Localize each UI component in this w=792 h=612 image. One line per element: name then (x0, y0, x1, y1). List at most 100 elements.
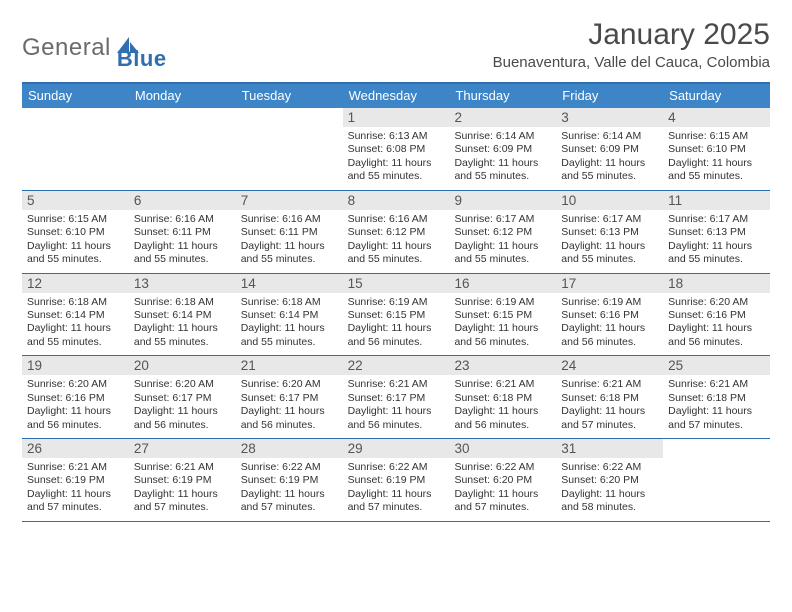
day-number: 25 (663, 356, 770, 375)
weekday-header: Friday (556, 84, 663, 108)
month-title: January 2025 (493, 18, 770, 52)
daylight-line: Daylight: 11 hours and 56 minutes. (348, 322, 432, 347)
day-details: Sunrise: 6:21 AMSunset: 6:18 PMDaylight:… (561, 378, 658, 432)
sunset-line: Sunset: 6:19 PM (27, 474, 105, 486)
day-number: 27 (129, 439, 236, 458)
daylight-line: Daylight: 11 hours and 56 minutes. (668, 322, 752, 347)
day-details: Sunrise: 6:14 AMSunset: 6:09 PMDaylight:… (561, 130, 658, 184)
day-number: 2 (449, 108, 556, 127)
day-number: 24 (556, 356, 663, 375)
day-number: 22 (343, 356, 450, 375)
day-number: 5 (22, 191, 129, 210)
weekday-header: Monday (129, 84, 236, 108)
calendar-day: 24 Sunrise: 6:21 AMSunset: 6:18 PMDayligh… (556, 356, 663, 438)
day-details: Sunrise: 6:21 AMSunset: 6:18 PMDaylight:… (668, 378, 765, 432)
calendar-day: 26Sunrise: 6:21 AMSunset: 6:19 PMDayligh… (22, 439, 129, 521)
day-number: 18 (663, 274, 770, 293)
day-number: 8 (343, 191, 450, 210)
sunrise-line: Sunrise: 6:14 AM (561, 130, 641, 142)
day-number: 1 (343, 108, 450, 127)
day-details: Sunrise: 6:20 AMSunset: 6:17 PMDaylight:… (134, 378, 231, 432)
sunrise-line: Sunrise: 6:21 AM (454, 378, 534, 390)
calendar-day: 28Sunrise: 6:22 AMSunset: 6:19 PMDayligh… (236, 439, 343, 521)
sunrise-line: Sunrise: 6:22 AM (561, 461, 641, 473)
daylight-line: Daylight: 11 hours and 57 minutes. (27, 488, 111, 513)
sunset-line: Sunset: 6:18 PM (561, 392, 639, 404)
weekday-header: Thursday (449, 84, 556, 108)
day-number: 10 (556, 191, 663, 210)
day-details: Sunrise: 6:21 AMSunset: 6:18 PMDaylight:… (454, 378, 551, 432)
calendar-day: 17Sunrise: 6:19 AMSunset: 6:16 PMDayligh… (556, 274, 663, 356)
daylight-line: Daylight: 11 hours and 55 minutes. (241, 240, 325, 265)
sunrise-line: Sunrise: 6:19 AM (561, 296, 641, 308)
day-details: Sunrise: 6:21 AMSunset: 6:17 PMDaylight:… (348, 378, 445, 432)
sunrise-line: Sunrise: 6:18 AM (241, 296, 321, 308)
brand-logo: General Blue (22, 24, 167, 72)
day-number: 16 (449, 274, 556, 293)
sunrise-line: Sunrise: 6:17 AM (668, 213, 748, 225)
sunrise-line: Sunrise: 6:21 AM (348, 378, 428, 390)
day-number: 7 (236, 191, 343, 210)
sunrise-line: Sunrise: 6:17 AM (561, 213, 641, 225)
calendar-week: 5Sunrise: 6:15 AMSunset: 6:10 PMDaylight… (22, 191, 770, 274)
sunset-line: Sunset: 6:16 PM (668, 309, 746, 321)
sunrise-line: Sunrise: 6:18 AM (27, 296, 107, 308)
sunset-line: Sunset: 6:14 PM (27, 309, 105, 321)
day-number: 19 (22, 356, 129, 375)
sunset-line: Sunset: 6:20 PM (561, 474, 639, 486)
day-details: Sunrise: 6:16 AMSunset: 6:12 PM Daylight:… (348, 213, 445, 267)
calendar-day (22, 108, 129, 190)
calendar-day: 25 Sunrise: 6:21 AMSunset: 6:18 PMDayligh… (663, 356, 770, 438)
sunrise-line: Sunrise: 6:19 AM (454, 296, 534, 308)
day-number: 6 (129, 191, 236, 210)
sunrise-line: Sunrise: 6:16 AM (134, 213, 214, 225)
calendar-day (236, 108, 343, 190)
sunrise-line: Sunrise: 6:16 AM (241, 213, 321, 225)
calendar-day (129, 108, 236, 190)
day-details: Sunrise: 6:14 AMSunset: 6:09 PMDaylight:… (454, 130, 551, 184)
day-number: 12 (22, 274, 129, 293)
calendar-day: 13 Sunrise: 6:18 AMSunset: 6:14 PMDayligh… (129, 274, 236, 356)
sunrise-line: Sunrise: 6:20 AM (134, 378, 214, 390)
sunset-line: Sunset: 6:12 PM (348, 226, 426, 238)
day-details: Sunrise: 6:18 AMSunset: 6:14 PMDaylight:… (134, 296, 231, 350)
sunrise-line: Sunrise: 6:16 AM (348, 213, 428, 225)
daylight-line: Daylight: 11 hours and 57 minutes. (668, 405, 752, 430)
sunset-line: Sunset: 6:15 PM (454, 309, 532, 321)
day-details: Sunrise: 6:13 AMSunset: 6:08 PMDaylight:… (348, 130, 445, 184)
calendar-week: 26Sunrise: 6:21 AMSunset: 6:19 PMDayligh… (22, 439, 770, 522)
sunrise-line: Sunrise: 6:14 AM (454, 130, 534, 142)
sunset-line: Sunset: 6:13 PM (561, 226, 639, 238)
day-details: Sunrise: 6:20 AMSunset: 6:17 PMDaylight:… (241, 378, 338, 432)
day-number: 3 (556, 108, 663, 127)
sunrise-line: Sunrise: 6:20 AM (241, 378, 321, 390)
daylight-line: Daylight: 11 hours and 55 minutes. (348, 240, 432, 265)
calendar-day: 7 Sunrise: 6:16 AMSunset: 6:11 PM Daylight… (236, 191, 343, 273)
calendar-day: 11Sunrise: 6:17 AMSunset: 6:13 PMDayligh… (663, 191, 770, 273)
daylight-line: Daylight: 11 hours and 55 minutes. (668, 157, 752, 182)
day-details: Sunrise: 6:17 AMSunset: 6:13 PMDaylight:… (668, 213, 765, 267)
sunset-line: Sunset: 6:20 PM (454, 474, 532, 486)
sunrise-line: Sunrise: 6:21 AM (134, 461, 214, 473)
sunset-line: Sunset: 6:11 PM (241, 226, 318, 238)
calendar-day: 16 Sunrise: 6:19 AMSunset: 6:15 PMDayligh… (449, 274, 556, 356)
calendar-day: 2 Sunrise: 6:14 AMSunset: 6:09 PMDaylight… (449, 108, 556, 190)
calendar-day: 4Sunrise: 6:15 AMSunset: 6:10 PMDaylight… (663, 108, 770, 190)
day-details: Sunrise: 6:18 AMSunset: 6:14 PMDaylight:… (27, 296, 124, 350)
sunrise-line: Sunrise: 6:22 AM (348, 461, 428, 473)
day-number: 13 (129, 274, 236, 293)
day-details: Sunrise: 6:19 AMSunset: 6:15 PMDaylight:… (454, 296, 551, 350)
calendar-week: 19Sunrise: 6:20 AMSunset: 6:16 PMDayligh… (22, 356, 770, 439)
weekday-header: Tuesday (236, 84, 343, 108)
calendar-day: 19Sunrise: 6:20 AMSunset: 6:16 PMDayligh… (22, 356, 129, 438)
sunset-line: Sunset: 6:11 PM (134, 226, 211, 238)
daylight-line: Daylight: 11 hours and 57 minutes. (561, 405, 645, 430)
calendar-day: 10Sunrise: 6:17 AMSunset: 6:13 PMDayligh… (556, 191, 663, 273)
calendar-week: 1 Sunrise: 6:13 AMSunset: 6:08 PMDaylight… (22, 108, 770, 191)
daylight-line: Daylight: 11 hours and 56 minutes. (134, 405, 218, 430)
daylight-line: Daylight: 11 hours and 56 minutes. (348, 405, 432, 430)
sunrise-line: Sunrise: 6:17 AM (454, 213, 534, 225)
weekday-header: Sunday (22, 84, 129, 108)
day-details: Sunrise: 6:17 AMSunset: 6:12 PMDaylight:… (454, 213, 551, 267)
calendar-week: 12Sunrise: 6:18 AMSunset: 6:14 PMDayligh… (22, 274, 770, 357)
